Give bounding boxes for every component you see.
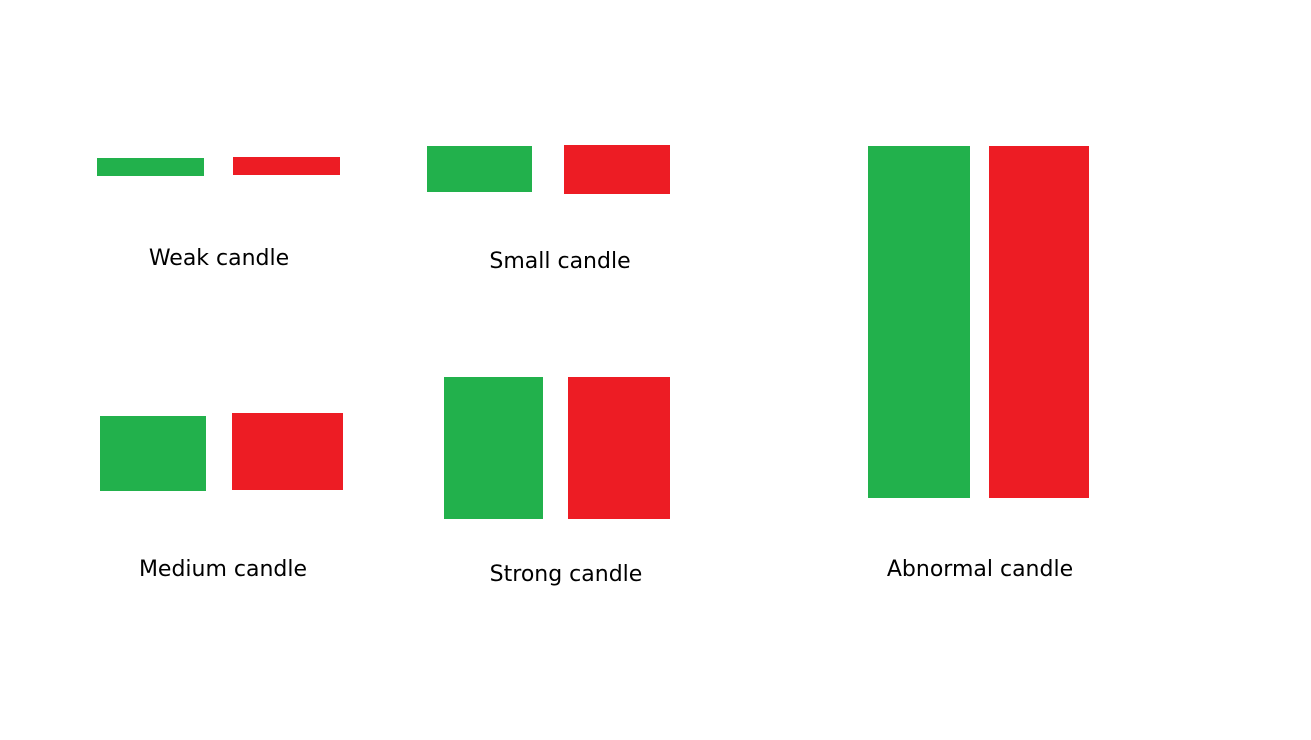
strong-candle-label: Strong candle (489, 562, 643, 587)
weak-bullish-candle (97, 158, 204, 176)
strong-bullish-candle (444, 377, 543, 519)
medium-bearish-candle (232, 413, 343, 490)
weak-bearish-candle (233, 157, 340, 175)
small-bearish-candle (564, 145, 670, 194)
medium-candle-label: Medium candle (138, 557, 308, 582)
small-candle-label: Small candle (489, 249, 631, 274)
weak-candle-label: Weak candle (148, 246, 290, 271)
strong-bearish-candle (568, 377, 670, 519)
abnormal-bullish-candle (868, 146, 970, 498)
abnormal-bearish-candle (989, 146, 1089, 498)
abnormal-candle-label: Abnormal candle (886, 557, 1074, 582)
medium-bullish-candle (100, 416, 206, 491)
small-bullish-candle (427, 146, 532, 192)
